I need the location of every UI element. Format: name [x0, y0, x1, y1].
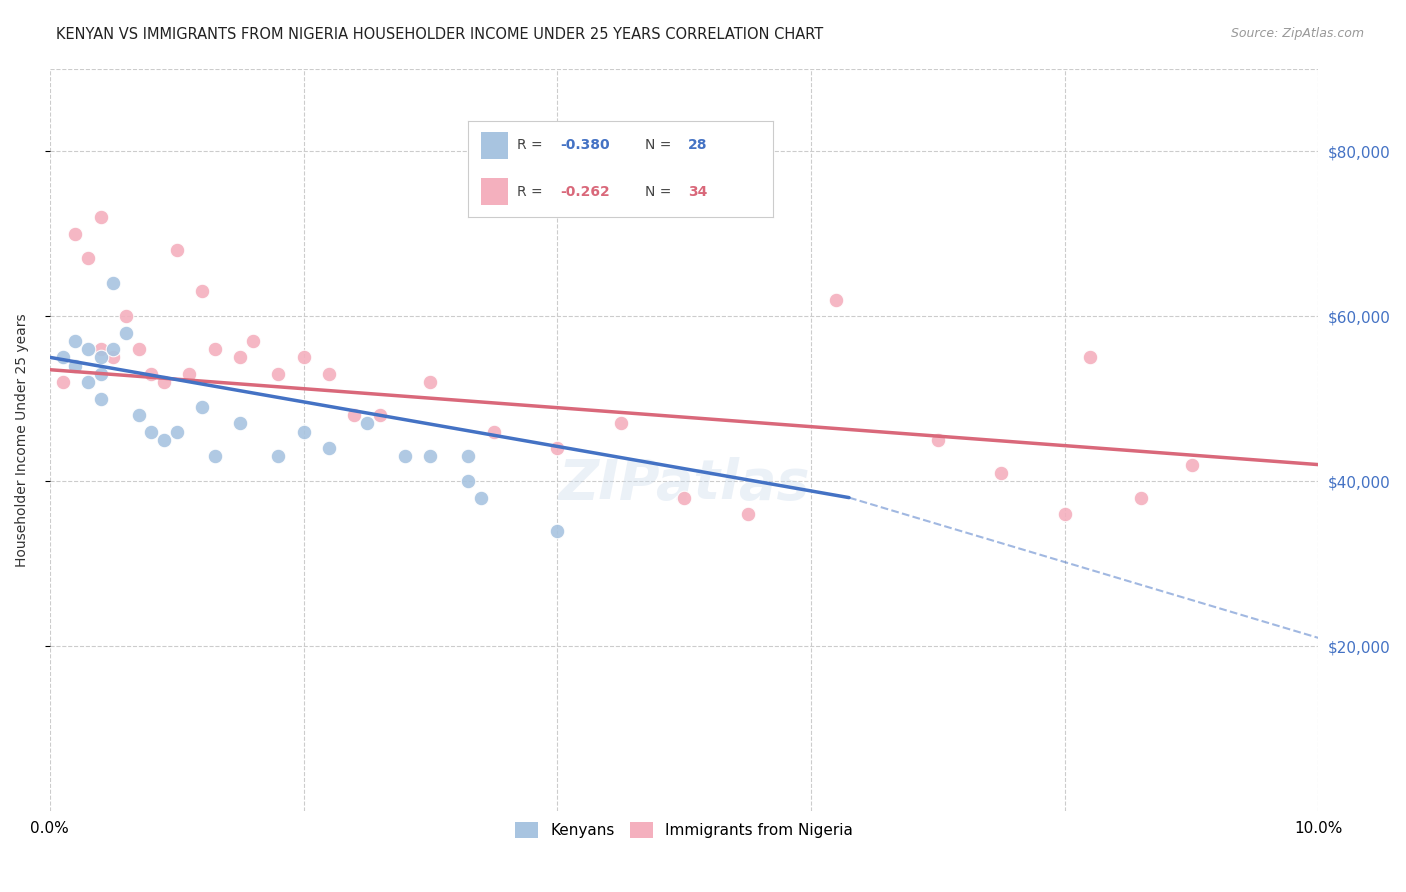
Point — [356, 417, 378, 431]
Point — [115, 326, 138, 340]
Point — [1053, 507, 1076, 521]
Point — [166, 243, 188, 257]
Point — [204, 342, 226, 356]
Legend: Kenyans, Immigrants from Nigeria: Kenyans, Immigrants from Nigeria — [509, 816, 859, 845]
Y-axis label: Householder Income Under 25 years: Householder Income Under 25 years — [15, 313, 30, 566]
Point — [242, 334, 264, 348]
Point — [927, 433, 949, 447]
Point — [90, 367, 112, 381]
Point — [609, 417, 631, 431]
Point — [77, 375, 100, 389]
Point — [825, 293, 848, 307]
Point — [1180, 458, 1202, 472]
Point — [292, 351, 315, 365]
Point — [229, 351, 252, 365]
Point — [103, 351, 125, 365]
Point — [179, 367, 201, 381]
Point — [737, 507, 759, 521]
Point — [77, 342, 100, 356]
Point — [90, 210, 112, 224]
Point — [419, 375, 441, 389]
Point — [128, 408, 150, 422]
Text: ZIPatlas: ZIPatlas — [558, 458, 810, 511]
Point — [63, 359, 86, 373]
Point — [292, 425, 315, 439]
Point — [90, 392, 112, 406]
Point — [191, 400, 214, 414]
Point — [546, 524, 568, 538]
Point — [673, 491, 696, 505]
Point — [394, 450, 416, 464]
Point — [546, 441, 568, 455]
Point — [470, 491, 492, 505]
Point — [51, 375, 73, 389]
Point — [77, 252, 100, 266]
Point — [482, 425, 505, 439]
Point — [103, 276, 125, 290]
Point — [457, 474, 479, 488]
Point — [51, 351, 73, 365]
Point — [229, 417, 252, 431]
Text: KENYAN VS IMMIGRANTS FROM NIGERIA HOUSEHOLDER INCOME UNDER 25 YEARS CORRELATION : KENYAN VS IMMIGRANTS FROM NIGERIA HOUSEH… — [56, 27, 824, 42]
Point — [419, 450, 441, 464]
Point — [1129, 491, 1152, 505]
Point — [457, 450, 479, 464]
Point — [128, 342, 150, 356]
Text: Source: ZipAtlas.com: Source: ZipAtlas.com — [1230, 27, 1364, 40]
Point — [191, 285, 214, 299]
Point — [267, 450, 290, 464]
Point — [115, 309, 138, 323]
Point — [368, 408, 391, 422]
Point — [90, 351, 112, 365]
Point — [990, 466, 1012, 480]
Point — [1078, 351, 1101, 365]
Point — [153, 375, 176, 389]
Point — [63, 227, 86, 241]
Point — [141, 425, 163, 439]
Point — [166, 425, 188, 439]
Point — [63, 334, 86, 348]
Point — [204, 450, 226, 464]
Point — [267, 367, 290, 381]
Point — [103, 342, 125, 356]
Point — [153, 433, 176, 447]
Point — [141, 367, 163, 381]
Point — [318, 441, 340, 455]
Point — [343, 408, 366, 422]
Point — [318, 367, 340, 381]
Point — [90, 342, 112, 356]
